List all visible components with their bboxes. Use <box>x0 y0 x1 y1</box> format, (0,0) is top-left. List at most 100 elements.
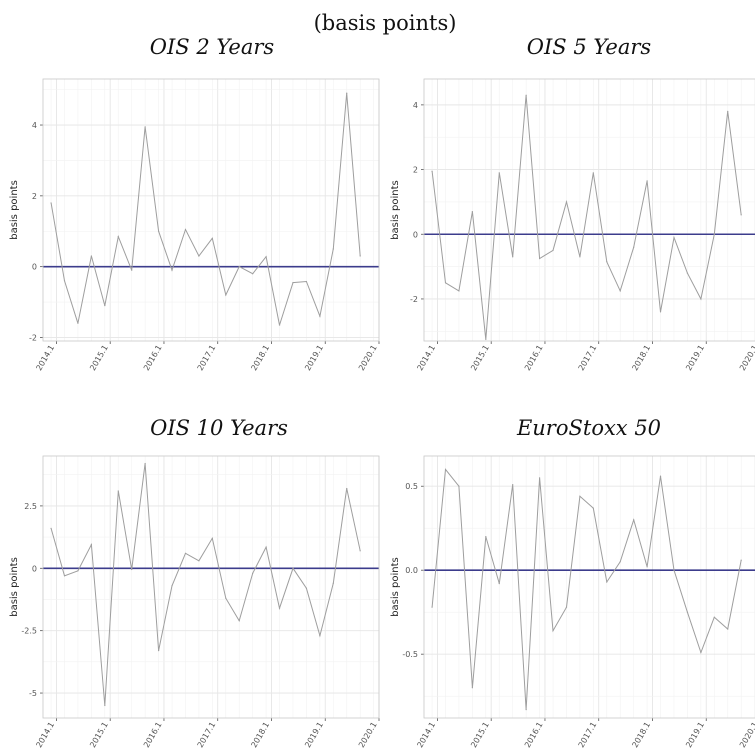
data-point <box>727 110 729 112</box>
data-point <box>700 298 702 300</box>
chart-title-ois-2y: OIS 2 Years <box>150 35 275 59</box>
data-point <box>579 495 581 497</box>
data-point <box>77 570 79 572</box>
data-point <box>606 261 608 263</box>
y-tick-label: 0 <box>32 263 37 272</box>
data-point <box>104 304 106 307</box>
data-point <box>659 475 662 477</box>
y-tick-label: -0.5 <box>402 650 418 659</box>
data-point <box>305 587 308 589</box>
data-point <box>346 487 348 490</box>
series-line-ois-10y <box>50 463 361 706</box>
y-tick-label: 0 <box>32 564 37 573</box>
data-point <box>131 269 133 271</box>
data-point <box>713 233 715 235</box>
data-point <box>278 324 281 326</box>
data-point <box>77 322 79 324</box>
data-point <box>157 230 160 232</box>
data-point <box>184 552 187 554</box>
plot-area-ois-5y <box>424 79 755 341</box>
y-tick-label: 2 <box>32 192 37 201</box>
panel-border <box>423 455 755 719</box>
data-point <box>292 281 294 284</box>
data-point <box>673 236 675 239</box>
x-tick-label: 2014.1 <box>34 721 56 750</box>
data-point <box>538 477 541 479</box>
y-tick-label: 0 <box>413 230 418 239</box>
data-point <box>90 255 92 257</box>
x-tick-label: 2019.1 <box>684 721 706 750</box>
series-line-ois-5y <box>431 95 742 340</box>
data-point <box>252 572 254 574</box>
x-tick-label: 2018.1 <box>249 344 271 373</box>
data-point <box>525 709 527 711</box>
data-point <box>198 255 200 257</box>
data-point <box>63 280 66 282</box>
x-tick-label: 2014.1 <box>415 344 437 373</box>
data-point <box>157 650 160 652</box>
x-tick-label: 2014.1 <box>34 344 56 373</box>
y-tick-label: 0.5 <box>405 482 418 491</box>
y-tick-label: 0.0 <box>405 566 418 575</box>
x-tick-label: 2018.1 <box>630 344 652 373</box>
y-tick-label: 4 <box>32 121 37 130</box>
data-point <box>332 248 334 250</box>
data-point <box>633 246 635 248</box>
data-point <box>525 94 527 96</box>
x-tick-label: 2017.1 <box>577 344 599 373</box>
data-point <box>444 468 447 471</box>
data-point <box>740 559 742 561</box>
data-point <box>619 290 621 292</box>
data-point <box>238 620 240 622</box>
chart-ois-2y: OIS 2 Years -2 0 2 4 2014.1 2015.1 2016.1 2017.1… <box>9 35 380 373</box>
y-tick-label: -2 <box>29 333 37 342</box>
data-point <box>579 256 581 258</box>
panel-border <box>423 78 755 342</box>
data-point <box>198 560 200 562</box>
data-point <box>90 543 92 546</box>
data-point <box>619 561 621 563</box>
data-point <box>171 269 173 271</box>
data-point <box>485 338 487 340</box>
x-tick-label: 2016.1 <box>142 721 164 750</box>
data-point <box>211 537 213 539</box>
y-axis-label: basis points <box>9 557 20 617</box>
data-point <box>592 507 594 509</box>
x-tick-label: 2020.1 <box>738 721 755 750</box>
y-tick-label: 4 <box>413 101 418 110</box>
data-point <box>431 606 433 608</box>
data-point <box>458 290 460 292</box>
data-point <box>727 628 729 630</box>
data-point <box>606 581 608 583</box>
data-point <box>184 228 187 231</box>
x-tick-label: 2017.1 <box>196 344 218 373</box>
data-point <box>238 266 240 268</box>
data-point <box>63 575 66 577</box>
data-point <box>131 568 133 571</box>
y-tick-label: -5 <box>29 689 37 698</box>
data-point <box>225 294 227 296</box>
data-point <box>211 237 213 239</box>
y-axis-label: basis points <box>390 557 401 617</box>
x-tick-label: 2015.1 <box>88 344 110 373</box>
data-point <box>359 550 361 552</box>
chart-title-ois-5y: OIS 5 Years <box>527 35 652 59</box>
plot-area-ois-2y <box>43 79 379 341</box>
x-tick-label: 2018.1 <box>249 721 271 750</box>
x-tick-label: 2019.1 <box>303 344 325 373</box>
data-point <box>319 315 321 317</box>
data-point <box>552 249 554 252</box>
x-tick-label: 2015.1 <box>469 344 491 373</box>
x-tick-label: 2020.1 <box>357 721 379 750</box>
x-tick-label: 2016.1 <box>523 721 545 750</box>
x-tick-label: 2017.1 <box>196 721 218 750</box>
data-point <box>265 546 267 548</box>
x-tick-label: 2016.1 <box>142 344 164 373</box>
data-point <box>117 235 119 238</box>
chart-ois-10y: OIS 10 Years -5 -2.5 0 2.5 2014.1 2015.1 2016.1… <box>9 416 380 750</box>
series-line-ois-2y <box>50 93 361 326</box>
data-point <box>319 635 321 637</box>
panel-border <box>42 78 380 342</box>
plot-area-eurostoxx-50 <box>424 456 755 718</box>
data-point <box>498 583 500 585</box>
